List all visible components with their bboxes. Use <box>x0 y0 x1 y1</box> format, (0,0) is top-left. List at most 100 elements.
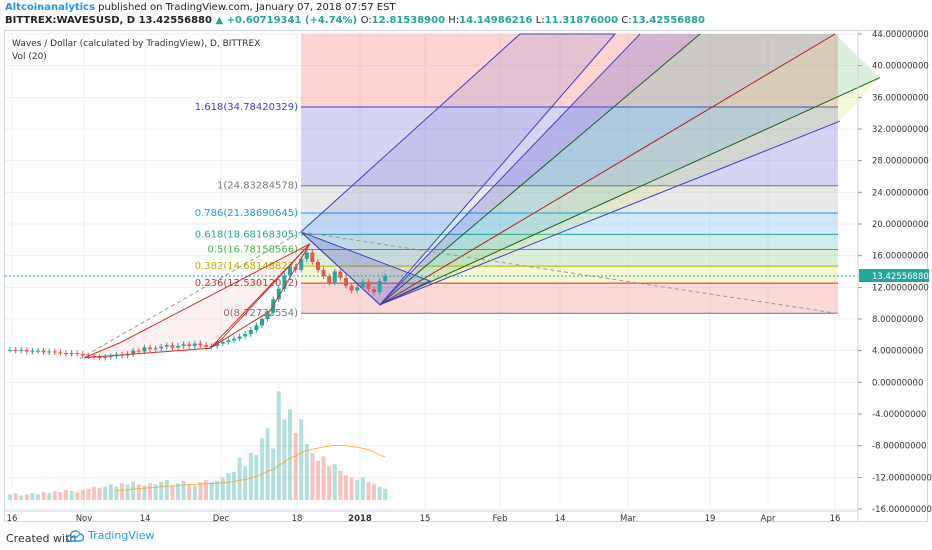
volume-bar <box>41 492 46 500</box>
volume-bar <box>103 486 108 500</box>
candle-body <box>131 350 136 354</box>
candle-body <box>327 276 332 283</box>
volume-bar <box>377 486 382 500</box>
fib-zone <box>301 266 838 284</box>
time-tick-label: Mar <box>620 514 637 524</box>
candle <box>75 350 80 357</box>
rising-wedge <box>209 243 311 349</box>
fan-line <box>379 33 836 306</box>
candle-body <box>159 346 164 349</box>
candle-body <box>187 344 192 346</box>
volume-bar <box>19 495 24 500</box>
volume-bar <box>30 493 35 500</box>
fan-line <box>379 33 701 306</box>
candle-body <box>338 271 343 278</box>
last-price: 13.42556880 <box>138 15 212 26</box>
candle-body <box>24 349 29 352</box>
volume-bar <box>69 491 74 500</box>
fan-channel <box>380 34 880 305</box>
volume-bar <box>148 483 152 500</box>
price-tick-label: 44.00000000 <box>872 30 929 40</box>
volume-bar <box>243 466 248 500</box>
volume-bar <box>282 419 287 500</box>
price-tick-label: 4.00000000 <box>872 347 923 357</box>
candle <box>192 340 197 349</box>
volume-bar <box>349 477 354 500</box>
candle-body <box>153 348 158 350</box>
volume-bar <box>176 483 180 500</box>
candle-body <box>237 336 242 339</box>
volume-bar <box>288 409 292 500</box>
volume-bar <box>237 457 242 500</box>
time-tick-label: 16 <box>7 514 18 524</box>
price-tick-label: -16.00000000 <box>872 505 932 515</box>
volume-bar <box>97 487 102 500</box>
volume-bar <box>80 489 85 500</box>
price-tick-label: -8.00000000 <box>872 442 926 452</box>
candle-body <box>204 345 208 347</box>
price-tick-label: 28.00000000 <box>872 157 929 167</box>
volume-bar <box>136 484 141 500</box>
candle <box>41 347 46 356</box>
fib-level-label: 0.236(12.53012032) <box>195 278 298 289</box>
publish-info: published on TradingView.com, January 07… <box>98 2 396 13</box>
candle <box>103 354 108 361</box>
price-tick-label: 36.00000000 <box>872 93 929 103</box>
time-tick-label: Dec <box>213 514 230 524</box>
candle <box>304 249 309 262</box>
symbol-name: BITTREX:WAVESUSD, D <box>5 15 136 26</box>
candle <box>344 275 348 289</box>
time-tick-label: 15 <box>420 514 431 524</box>
close-value: 13.42556880 <box>631 15 705 26</box>
candle-body <box>136 350 141 352</box>
candle-body <box>321 269 326 277</box>
volume-bar <box>332 464 337 500</box>
candle-body <box>304 252 309 259</box>
candle-body <box>332 271 337 283</box>
candle <box>97 354 102 361</box>
price-tick-label: 20.00000000 <box>872 220 929 230</box>
candle-body <box>215 343 220 346</box>
candle <box>148 344 152 352</box>
fib-level-label: 0(8.72732554) <box>223 308 298 319</box>
tradingview-brand[interactable]: TradingView <box>66 529 154 542</box>
candle-body <box>181 344 186 346</box>
candle <box>159 343 164 352</box>
volume-bar <box>254 455 259 500</box>
candle-body <box>299 258 304 270</box>
volume-bar <box>366 482 371 500</box>
candle <box>237 333 242 342</box>
volume-bars <box>8 391 388 500</box>
volume-bar <box>260 438 264 500</box>
grid-lines <box>5 33 858 510</box>
author-link[interactable]: Altcoinanalytics <box>5 2 95 13</box>
volume-bar <box>8 494 12 500</box>
time-axis: 16 Nov 14 Dec 18 2018 15 Feb 14 Mar 19 Apr 16 <box>5 510 858 524</box>
volume-bar <box>75 492 80 500</box>
volume-bar <box>220 477 225 500</box>
candle-body <box>254 325 259 331</box>
candle-body <box>103 357 108 358</box>
last-price-tag-label: 13.42556880 <box>872 272 929 282</box>
volume-bar <box>159 482 164 500</box>
volume-bar <box>276 391 281 500</box>
fib-level-label: 0.382(14.68148827) <box>195 261 298 272</box>
gann-fan-drawings <box>300 33 881 306</box>
volume-bar <box>170 485 175 500</box>
volume-legend: Vol (20) <box>12 52 47 62</box>
candle-body <box>355 287 360 291</box>
candle <box>243 331 248 340</box>
price-tick-label: 32.00000000 <box>872 125 929 135</box>
candle-body <box>349 285 354 291</box>
high-label: H: <box>448 15 460 26</box>
candle <box>232 336 236 344</box>
candle-body <box>383 276 388 281</box>
volume-bar <box>226 473 231 500</box>
volume-bar <box>327 466 332 500</box>
volume-bar <box>114 486 119 500</box>
time-tick-label: 2018 <box>348 514 372 524</box>
candle <box>176 343 180 351</box>
candle <box>131 347 136 357</box>
candle <box>226 337 231 345</box>
